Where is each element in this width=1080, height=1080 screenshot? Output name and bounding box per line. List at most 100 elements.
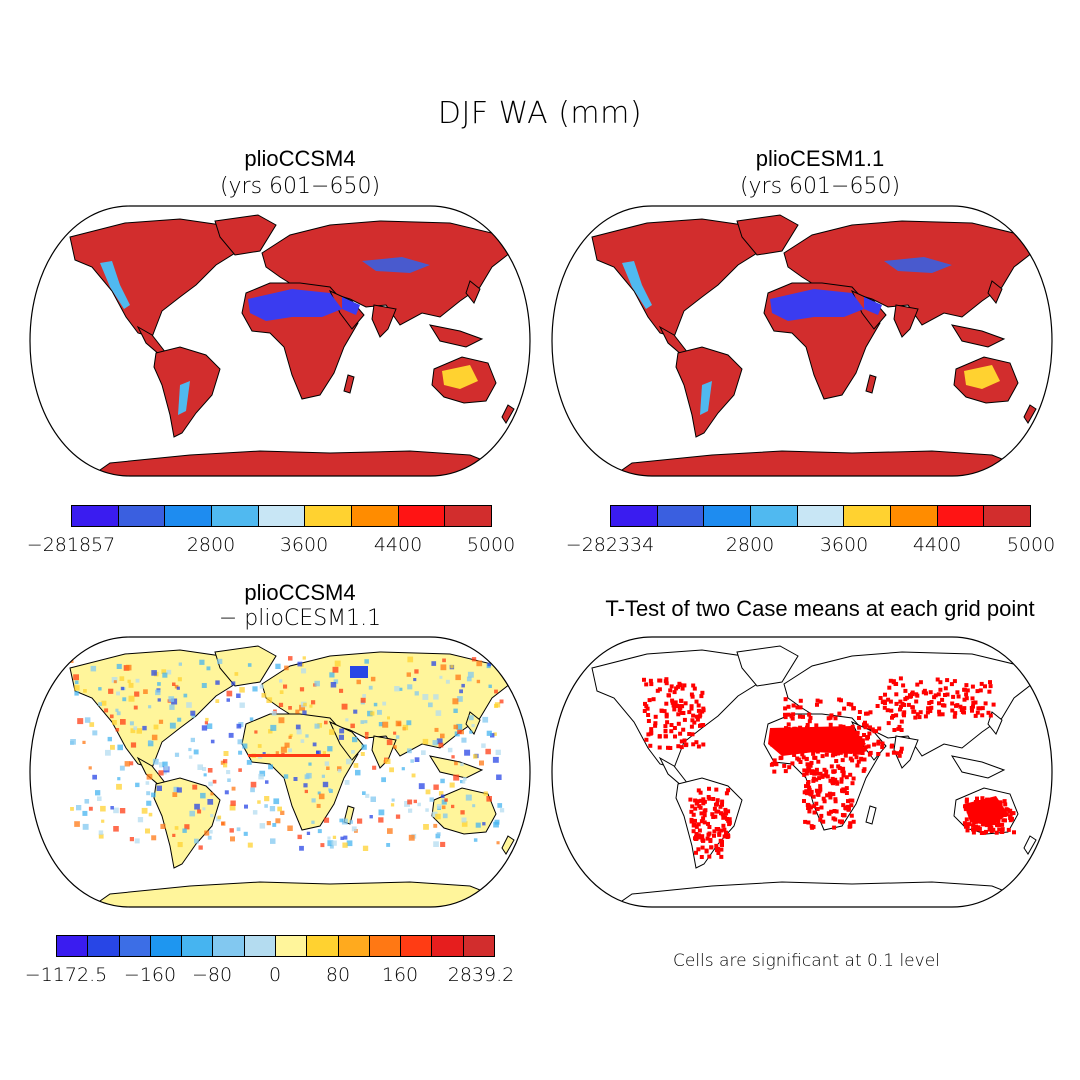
anomaly-cell bbox=[440, 664, 447, 671]
anomaly-cell bbox=[302, 656, 306, 660]
anomaly-cell bbox=[112, 720, 117, 725]
anomaly-cell bbox=[119, 808, 126, 814]
significant-cell bbox=[964, 683, 969, 688]
significant-cell bbox=[980, 796, 985, 801]
significant-cell bbox=[707, 825, 712, 829]
significant-cell bbox=[898, 699, 903, 704]
anomaly-cell bbox=[329, 729, 335, 735]
significant-cell bbox=[666, 693, 671, 698]
significant-cell bbox=[709, 845, 714, 850]
antarctica-field bbox=[610, 450, 1023, 476]
significant-cell bbox=[681, 727, 686, 732]
se-asia-islands-shape bbox=[428, 755, 484, 779]
anomaly-cell bbox=[324, 720, 328, 725]
anomaly-cell bbox=[466, 676, 472, 682]
significant-cell bbox=[795, 705, 800, 710]
australia-mid-values bbox=[964, 365, 1000, 389]
anomaly-cell bbox=[411, 773, 416, 778]
significant-cell bbox=[814, 777, 819, 782]
anomaly-cell bbox=[162, 761, 168, 767]
anomaly-cell bbox=[301, 668, 307, 674]
significant-cell bbox=[848, 772, 853, 777]
significant-cell bbox=[901, 683, 906, 688]
anomaly-cell bbox=[436, 738, 443, 745]
significant-cell bbox=[973, 713, 978, 718]
anomaly-cell bbox=[459, 729, 464, 735]
significant-cell bbox=[863, 725, 868, 730]
significant-cell bbox=[882, 705, 887, 710]
significant-cell bbox=[642, 677, 646, 682]
anomaly-cell bbox=[120, 686, 125, 691]
anomaly-cell bbox=[493, 821, 499, 828]
significant-cell bbox=[692, 686, 697, 691]
significant-cell bbox=[801, 755, 806, 760]
significant-cell bbox=[857, 750, 862, 755]
anomaly-cell bbox=[129, 721, 134, 726]
madagascar-shape bbox=[865, 805, 877, 825]
anomaly-cell bbox=[252, 686, 258, 692]
anomaly-cell bbox=[390, 803, 395, 807]
anomaly-cell bbox=[188, 747, 192, 752]
significant-cell bbox=[804, 784, 808, 789]
significant-cell bbox=[724, 811, 729, 816]
significant-cell bbox=[1003, 802, 1008, 807]
anomaly-cell bbox=[177, 842, 183, 848]
significant-cell bbox=[852, 752, 857, 757]
significant-cell bbox=[846, 702, 851, 707]
significant-cell bbox=[841, 766, 846, 771]
significant-cell bbox=[658, 678, 663, 683]
anomaly-cell bbox=[324, 761, 330, 766]
anomaly-cell bbox=[369, 815, 373, 819]
anomaly-cell bbox=[111, 677, 118, 683]
significant-cell bbox=[665, 720, 670, 725]
significant-cell bbox=[722, 834, 727, 839]
anomaly-cell bbox=[317, 723, 322, 728]
significant-cell bbox=[714, 787, 719, 792]
anomaly-cell bbox=[288, 735, 292, 739]
significant-cell bbox=[657, 745, 662, 750]
significant-cell bbox=[682, 717, 687, 722]
significant-cell bbox=[892, 728, 897, 732]
colorbar-segment bbox=[463, 936, 494, 956]
anomaly-cell bbox=[353, 709, 358, 714]
map-frame bbox=[29, 636, 531, 908]
significant-cell bbox=[814, 788, 819, 793]
significant-cell bbox=[694, 832, 699, 836]
anomaly-cell bbox=[499, 699, 504, 704]
desert-field bbox=[100, 257, 478, 415]
significant-cell bbox=[653, 721, 658, 726]
anomaly-cell bbox=[215, 699, 220, 703]
significant-cell bbox=[964, 696, 969, 701]
anomaly-cell bbox=[496, 841, 500, 845]
anomaly-cell bbox=[228, 732, 234, 738]
significant-cell bbox=[644, 704, 649, 709]
significant-cell bbox=[702, 809, 707, 814]
significant-cell bbox=[888, 699, 893, 704]
cb2-tick-label: −282334 bbox=[565, 534, 655, 556]
significant-cell bbox=[804, 789, 809, 794]
significant-cell bbox=[899, 704, 903, 709]
significant-cell bbox=[642, 709, 647, 713]
significant-cell bbox=[840, 813, 845, 817]
anomaly-cell bbox=[236, 827, 241, 832]
anomaly-cell bbox=[496, 774, 502, 780]
significant-cell bbox=[676, 744, 681, 749]
significant-cell bbox=[940, 697, 945, 702]
significant-cell bbox=[851, 819, 856, 824]
significant-cell bbox=[851, 776, 856, 781]
significant-cell bbox=[721, 812, 726, 817]
significant-cell bbox=[653, 723, 658, 728]
significant-cell bbox=[787, 765, 792, 770]
significant-cell bbox=[646, 713, 651, 717]
anomaly-cell bbox=[133, 726, 138, 730]
western-na-low-values bbox=[100, 261, 130, 309]
anomaly-cell bbox=[206, 666, 211, 671]
significant-cell bbox=[971, 704, 975, 709]
significant-cell bbox=[971, 823, 976, 828]
colorbar-segment bbox=[165, 506, 213, 526]
anomaly-cell bbox=[101, 700, 107, 706]
anomaly-cell bbox=[387, 828, 393, 834]
significant-cell bbox=[898, 707, 902, 712]
significant-cell bbox=[676, 721, 681, 726]
significant-cell bbox=[898, 676, 903, 681]
